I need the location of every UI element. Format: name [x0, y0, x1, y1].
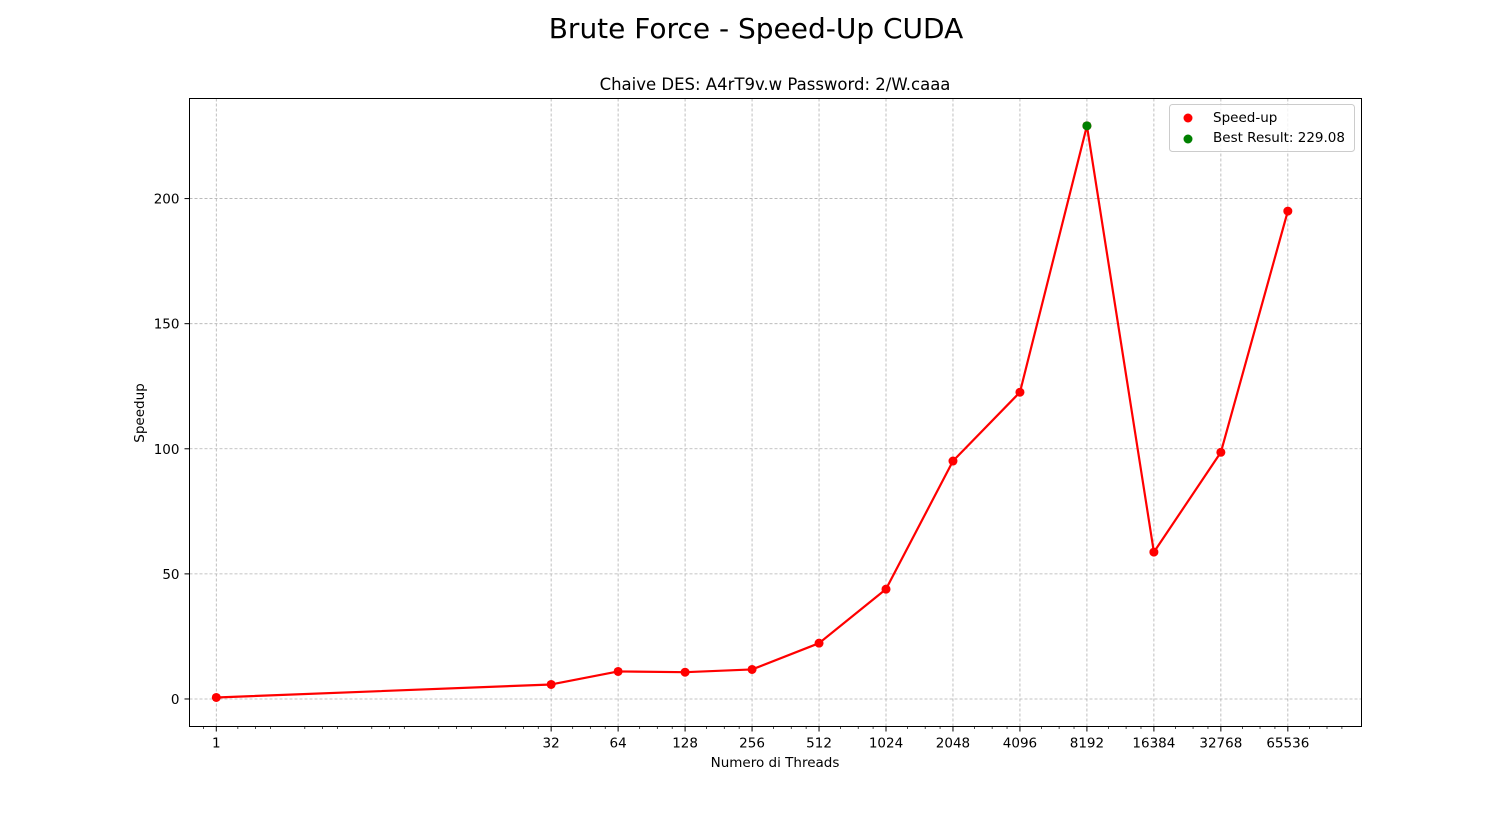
x-tick-label: 32768: [1199, 736, 1242, 752]
data-point-speedup: [546, 679, 556, 689]
y-tick-label: 200: [154, 192, 180, 208]
legend: Speed-up Best Result: 229.08: [1169, 104, 1355, 152]
legend-box: [1169, 104, 1355, 152]
data-point-speedup: [613, 666, 623, 676]
x-tick-label: 65536: [1266, 736, 1309, 752]
data-point-speedup: [1015, 387, 1025, 397]
x-tick-label: 32: [543, 736, 560, 752]
x-tick-label: 8192: [1070, 736, 1104, 752]
best-result-point: [1082, 121, 1092, 131]
data-point-speedup: [814, 638, 824, 648]
data-point-speedup: [747, 664, 757, 674]
data-point-speedup: [948, 456, 958, 466]
data-point-speedup: [1149, 547, 1159, 557]
data-point-speedup: [211, 692, 221, 702]
y-ticks: 0 50 100 150 200: [154, 192, 190, 708]
data-point-speedup: [680, 667, 690, 677]
plot-frame: [189, 98, 1362, 727]
x-tick-label: 128: [672, 736, 698, 752]
y-tick-label: 0: [171, 692, 180, 708]
y-tick-label: 100: [154, 442, 180, 458]
x-tick-label: 512: [806, 736, 832, 752]
data-point-speedup: [1283, 206, 1293, 216]
x-tick-label: 1024: [869, 736, 903, 752]
chart-subtitle: Chaive DES: A4rT9v.w Password: 2/W.caaa: [600, 75, 951, 94]
data-point-speedup: [1216, 447, 1226, 457]
chart-title: Brute Force - Speed-Up CUDA: [549, 12, 964, 45]
data-point-speedup: [881, 584, 891, 594]
x-tick-label: 2048: [936, 736, 970, 752]
x-tick-label: 16384: [1132, 736, 1175, 752]
x-ticks: 1 32 64 128 256 512 1024 2048 4096 8192 16384 32768…: [212, 726, 1309, 752]
legend-label-speedup: Speed-up: [1213, 110, 1277, 126]
legend-marker-best: [1183, 134, 1193, 144]
series-line-speedup: [216, 124, 1289, 699]
x-tick-label: 1: [212, 736, 221, 752]
y-tick-label: 50: [162, 567, 179, 583]
y-tick-label: 150: [154, 317, 180, 333]
legend-label-best: Best Result: 229.08: [1213, 130, 1345, 146]
x-tick-label: 4096: [1003, 736, 1037, 752]
x-tick-label: 64: [610, 736, 627, 752]
y-axis-label: Speedup: [132, 383, 148, 442]
series-layer: [211, 121, 1293, 702]
x-tick-label: 256: [739, 736, 765, 752]
legend-marker-speedup: [1183, 113, 1193, 123]
grid-layer: [189, 98, 1362, 727]
x-axis-label: Numero di Threads: [711, 755, 840, 771]
